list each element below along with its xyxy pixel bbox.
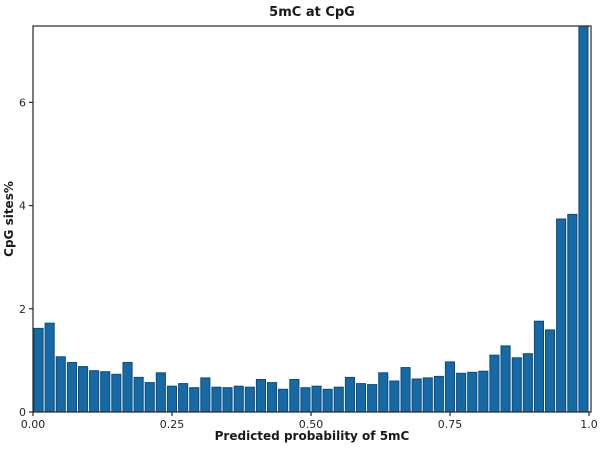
histogram-bar: [122, 362, 133, 413]
histogram-bar: [178, 383, 189, 413]
histogram-bar: [100, 371, 111, 413]
histogram-bar: [244, 386, 255, 413]
histogram-bar: [155, 372, 166, 413]
x-axis-label: Predicted probability of 5mC: [215, 429, 410, 443]
histogram-bar: [378, 372, 389, 413]
histogram-bar: [567, 213, 578, 413]
histogram-bar: [411, 378, 422, 413]
histogram-bar: [200, 377, 211, 413]
y-tick-label: 4: [19, 200, 26, 213]
histogram-bar: [89, 370, 100, 413]
histogram-bar: [500, 345, 511, 413]
histogram-bar: [166, 385, 177, 413]
histogram-bar: [111, 373, 122, 413]
x-tick-label: 0.75: [438, 418, 463, 431]
histogram-bars: [33, 25, 589, 413]
x-tick-label: 0.50: [299, 418, 324, 431]
x-tick-label: 1.0: [580, 418, 598, 431]
histogram-bar: [578, 25, 589, 413]
histogram-bar: [433, 375, 444, 413]
histogram-bar: [344, 376, 355, 413]
histogram-bar: [55, 356, 66, 413]
histogram-bar: [367, 384, 378, 413]
x-tick-label: 0.25: [160, 418, 185, 431]
x-tick-label: 0.00: [21, 418, 46, 431]
y-axis-label: CpG sites%: [2, 181, 16, 257]
histogram-bar: [333, 386, 344, 413]
histogram-bar: [456, 372, 467, 413]
histogram-bar: [44, 322, 55, 413]
histogram-bar: [278, 388, 289, 413]
histogram-bar: [389, 380, 400, 413]
histogram-bar: [189, 387, 200, 413]
histogram-bar: [522, 353, 533, 413]
histogram-bar: [444, 361, 455, 413]
plot-spines: [32, 25, 592, 413]
histogram-bar: [356, 383, 367, 413]
histogram-bar: [467, 371, 478, 413]
histogram-bar: [289, 379, 300, 413]
y-tick-label: 0: [19, 406, 26, 419]
histogram-bar: [78, 366, 89, 413]
histogram-bar: [255, 379, 266, 413]
histogram-bar: [489, 354, 500, 413]
histogram-bar: [311, 385, 322, 413]
histogram-bar: [556, 218, 567, 413]
histogram-bar: [400, 367, 411, 413]
y-tick-label: 6: [19, 96, 26, 109]
histogram-bar: [233, 385, 244, 413]
histogram-bar: [322, 388, 333, 413]
histogram-bar: [33, 327, 44, 413]
histogram-bar: [133, 376, 144, 413]
histogram-bar: [66, 362, 78, 413]
histogram-bar: [511, 357, 522, 413]
histogram-bar: [422, 377, 433, 413]
histogram-bar: [478, 370, 489, 413]
chart-title: 5mC at CpG: [269, 5, 355, 20]
histogram-bar: [267, 382, 278, 413]
histogram-bar: [533, 320, 545, 413]
histogram-bar: [222, 387, 233, 413]
histogram-bar: [545, 329, 556, 413]
histogram-bar: [144, 382, 155, 413]
axis-ticks: 0.00 0.25 0.50 0.75 1.0 0 2 4 6: [19, 96, 598, 431]
y-tick-label: 2: [19, 303, 26, 316]
histogram-bar: [300, 387, 311, 413]
histogram-bar: [211, 386, 222, 413]
